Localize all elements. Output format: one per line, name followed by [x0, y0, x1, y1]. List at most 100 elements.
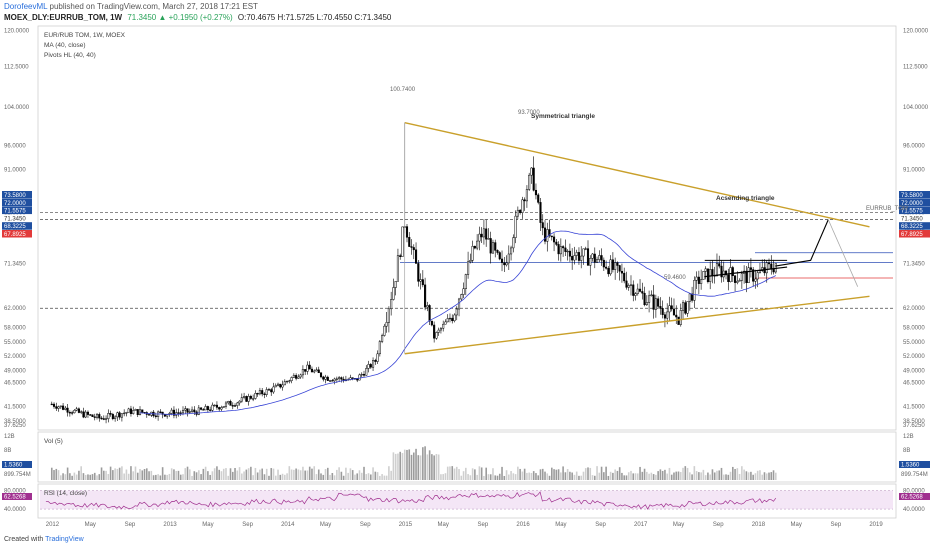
candle-body[interactable] [412, 247, 415, 251]
candle-body[interactable] [426, 305, 429, 308]
candle-body[interactable] [340, 377, 343, 380]
candle-body[interactable] [765, 262, 768, 274]
candle-body[interactable] [433, 324, 436, 339]
candle-body[interactable] [177, 412, 180, 414]
candle-body[interactable] [675, 314, 678, 318]
candle-body[interactable] [555, 241, 558, 245]
candle-body[interactable] [392, 287, 395, 300]
candle-body[interactable] [77, 408, 80, 413]
candle-body[interactable] [568, 250, 571, 257]
candle-body[interactable] [154, 415, 157, 417]
candle-body[interactable] [136, 409, 139, 415]
candle-body[interactable] [648, 295, 651, 303]
candle-body[interactable] [265, 389, 268, 395]
candle-body[interactable] [455, 308, 458, 316]
candle-body[interactable] [485, 228, 488, 240]
candle-body[interactable] [738, 280, 741, 282]
candle-body[interactable] [326, 376, 329, 381]
candle-body[interactable] [64, 407, 67, 410]
candle-body[interactable] [288, 380, 291, 382]
candle-body[interactable] [731, 267, 734, 277]
candle-body[interactable] [562, 246, 565, 249]
candle-body[interactable] [125, 412, 128, 414]
candle-body[interactable] [548, 229, 551, 237]
candle-body[interactable] [460, 294, 463, 300]
candle-body[interactable] [546, 229, 549, 242]
candle-body[interactable] [102, 418, 105, 420]
candle-body[interactable] [184, 408, 187, 411]
candle-body[interactable] [319, 372, 323, 378]
candle-body[interactable] [209, 409, 212, 411]
candle-body[interactable] [231, 405, 234, 407]
candle-body[interactable] [100, 417, 103, 420]
candle-body[interactable] [467, 261, 470, 275]
candle-body[interactable] [86, 411, 90, 415]
candle-body[interactable] [120, 413, 123, 418]
candle-body[interactable] [204, 406, 207, 411]
candle-body[interactable] [306, 364, 309, 372]
candle-body[interactable] [491, 242, 495, 254]
candle-body[interactable] [215, 404, 218, 408]
candle-body[interactable] [507, 253, 510, 264]
candle-body[interactable] [516, 209, 519, 217]
candle-body[interactable] [602, 259, 605, 268]
candle-body[interactable] [634, 293, 637, 296]
candle-body[interactable] [399, 255, 402, 257]
candle-body[interactable] [693, 280, 696, 301]
candle-body[interactable] [333, 378, 336, 382]
candle-body[interactable] [749, 267, 752, 270]
candle-body[interactable] [229, 401, 232, 406]
candle-body[interactable] [670, 305, 673, 310]
candle-body[interactable] [256, 393, 259, 395]
candle-body[interactable] [202, 409, 205, 411]
candle-body[interactable] [607, 268, 610, 275]
candle-body[interactable] [668, 305, 671, 313]
candle-body[interactable] [745, 270, 748, 284]
candle-body[interactable] [270, 389, 273, 393]
candle-body[interactable] [715, 263, 719, 277]
candle-body[interactable] [360, 373, 363, 376]
candle-body[interactable] [75, 408, 78, 411]
candle-body[interactable] [261, 390, 264, 395]
candle-body[interactable] [478, 233, 481, 242]
candle-body[interactable] [596, 259, 599, 263]
candle-body[interactable] [435, 332, 438, 339]
candle-body[interactable] [616, 262, 619, 266]
candle-body[interactable] [211, 404, 214, 411]
candle-body[interactable] [378, 341, 381, 355]
candle-body[interactable] [421, 279, 424, 286]
candle-body[interactable] [643, 292, 646, 306]
candle-body[interactable] [290, 377, 293, 381]
candle-body[interactable] [141, 409, 144, 413]
candle-body[interactable] [365, 368, 368, 376]
candle-body[interactable] [322, 376, 325, 380]
candle-body[interactable] [573, 255, 576, 261]
candle-body[interactable] [614, 262, 617, 270]
candle-body[interactable] [638, 288, 642, 292]
candle-body[interactable] [274, 385, 277, 388]
candle-body[interactable] [80, 411, 83, 413]
candle-body[interactable] [519, 209, 522, 213]
candle-body[interactable] [706, 268, 709, 282]
candle-body[interactable] [566, 250, 569, 253]
candle-body[interactable] [469, 260, 472, 263]
candle-body[interactable] [446, 318, 449, 323]
candle-body[interactable] [611, 259, 614, 270]
candle-body[interactable] [138, 409, 142, 415]
candle-body[interactable] [82, 411, 85, 418]
candle-body[interactable] [59, 405, 62, 408]
candle-body[interactable] [367, 364, 370, 369]
candle-body[interactable] [315, 369, 318, 372]
candle-body[interactable] [514, 215, 517, 238]
candle-body[interactable] [541, 222, 544, 229]
candle-body[interactable] [161, 411, 164, 415]
candle-body[interactable] [498, 252, 501, 260]
candle-body[interactable] [283, 381, 286, 386]
candle-body[interactable] [627, 285, 630, 288]
candle-body[interactable] [424, 284, 427, 308]
candle-body[interactable] [625, 280, 628, 288]
candle-body[interactable] [697, 276, 700, 284]
candle-body[interactable] [729, 267, 732, 282]
candle-body[interactable] [718, 263, 721, 267]
